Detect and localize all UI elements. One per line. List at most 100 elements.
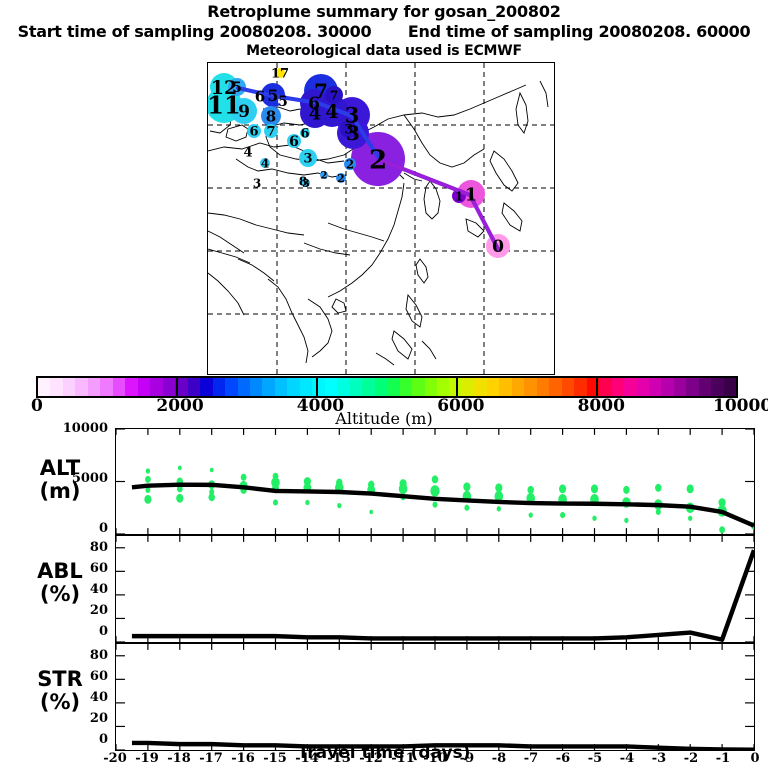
altitude-scatter-point	[240, 473, 247, 481]
cluster-number-label: 2	[346, 157, 354, 171]
altitude-scatter-point	[432, 501, 438, 508]
x-tick-label: -3	[651, 751, 667, 766]
colorbar-segment	[200, 378, 213, 396]
x-tick-label: -8	[491, 751, 507, 766]
colorbar-segment	[299, 378, 313, 396]
colorbar-segment	[611, 378, 625, 396]
cluster-number-label: 11	[208, 91, 241, 120]
str-panel[interactable]	[115, 643, 755, 751]
str-label-line1: STR	[37, 667, 83, 691]
colorbar-segment	[287, 378, 300, 396]
altitude-scatter-point	[209, 467, 214, 473]
cluster-number-label: 4	[261, 156, 269, 170]
colorbar-segment	[486, 378, 500, 396]
colorbar-segment	[511, 378, 525, 396]
x-tick-label: -16	[231, 751, 255, 766]
x-tick-label: -4	[619, 751, 635, 766]
altitude-scatter-point	[145, 468, 151, 474]
x-tick-label: 0	[750, 751, 760, 766]
x-tick-label: -5	[587, 751, 603, 766]
colorbar-segment	[461, 378, 475, 396]
altitude-scatter-point	[337, 503, 342, 509]
altitude-colorbar[interactable]	[36, 376, 738, 398]
colorbar-tick: 6000	[437, 396, 485, 416]
colorbar-segment	[362, 378, 375, 396]
x-tick-label: -14	[295, 751, 319, 766]
cluster-number-label: 0	[492, 237, 504, 257]
colorbar-segment	[412, 378, 425, 396]
colorbar-segment	[137, 378, 151, 396]
colorbar-segment	[648, 378, 662, 396]
cluster-number-label: 8	[266, 107, 276, 125]
alt-panel[interactable]	[115, 428, 755, 535]
altitude-scatter-point	[271, 477, 280, 488]
colorbar-segment	[636, 378, 649, 396]
cluster-number-label: 1	[465, 184, 478, 205]
y-tick-label: 40	[89, 582, 108, 597]
altitude-scatter-point	[686, 484, 694, 494]
colorbar-segment	[150, 378, 163, 396]
altitude-scatter-point	[463, 482, 471, 492]
x-tick-label: -9	[459, 751, 475, 766]
cluster-number-label: 5	[267, 86, 278, 105]
altitude-scatter-point	[590, 484, 599, 494]
cluster-number-label: 9	[238, 102, 250, 122]
cluster-number-label: 3	[303, 152, 312, 167]
str-plot	[116, 644, 754, 750]
x-axis-tick-labels: -20 -19 -18 -17 -16 -15 -14 -13 -12 -11 -10 -9 -8 -7-…	[0, 751, 768, 773]
map-gridlines	[208, 63, 554, 374]
timeseries-panels: ALT (m) ABL (%) STR (%) 10000 5000 0 0 20 40 6…	[0, 421, 768, 768]
x-tick-label: -18	[167, 751, 191, 766]
plume-cluster-blob	[299, 177, 307, 185]
altitude-scatter-point	[719, 526, 725, 534]
colorbar-segment	[50, 378, 63, 396]
page-title: Retroplume summary for gosan_200802	[207, 2, 561, 21]
altitude-scatter-point	[145, 475, 151, 483]
colorbar-segment	[437, 378, 450, 396]
colorbar-segment	[62, 378, 76, 396]
colorbar-segment	[337, 378, 350, 396]
altitude-scatter-point	[272, 499, 279, 506]
colorbar-segment	[586, 378, 600, 396]
colorbar-segment	[212, 378, 226, 396]
trajectory-map[interactable]: 0 1 1 2 2 2 2 3 3 3 3 3 3 4 4 4 4 5 5 5 6 6 6 6 6 7 7 7 8 8 9 11 12 17	[207, 62, 555, 375]
cluster-number-label: 2	[337, 172, 345, 185]
abl-panel[interactable]	[115, 535, 755, 643]
colorbar-tick: 0	[31, 396, 43, 416]
colorbar-segment	[624, 378, 637, 396]
colorbar-tick: 4000	[296, 396, 345, 416]
colorbar-segment	[249, 378, 263, 396]
cluster-number-label: 1	[455, 189, 463, 203]
altitude-scatter-point	[624, 517, 629, 523]
cluster-number-label: 3	[344, 123, 353, 138]
colorbar-segment	[524, 378, 537, 396]
colorbar-segment	[237, 378, 250, 396]
x-tick-label: -12	[359, 751, 383, 766]
alt-label-line1: ALT	[39, 456, 81, 480]
start-time-label: Start time of sampling 20080208. 30000	[17, 22, 372, 41]
x-tick-label: -1	[715, 751, 731, 766]
sampling-time-row: Start time of sampling 20080208. 30000 E…	[0, 22, 768, 42]
colorbar-segment	[711, 378, 724, 396]
x-tick-label: -15	[263, 751, 287, 766]
plume-cluster-blob	[254, 180, 260, 186]
altitude-scatter-point	[305, 499, 310, 506]
cluster-number-label: 8	[299, 174, 307, 188]
colorbar-segment	[312, 378, 325, 396]
colorbar-segment	[599, 378, 612, 396]
str-label-line2: (%)	[39, 690, 81, 714]
plume-cluster-blob	[320, 171, 328, 179]
cluster-number-label: 7	[314, 79, 328, 103]
colorbar-segment	[162, 378, 176, 396]
cluster-number-label: 2	[369, 145, 387, 175]
altitude-mean-line	[131, 482, 754, 528]
y-tick-label: 80	[89, 648, 108, 663]
colorbar-segment	[561, 378, 575, 396]
altitude-scatter-point	[494, 490, 504, 502]
colorbar-segment	[723, 378, 737, 396]
cluster-number-label: 5	[278, 94, 288, 110]
altitude-scatter-point	[718, 498, 726, 507]
colorbar-segment	[387, 378, 400, 396]
colorbar-segment	[536, 378, 550, 396]
